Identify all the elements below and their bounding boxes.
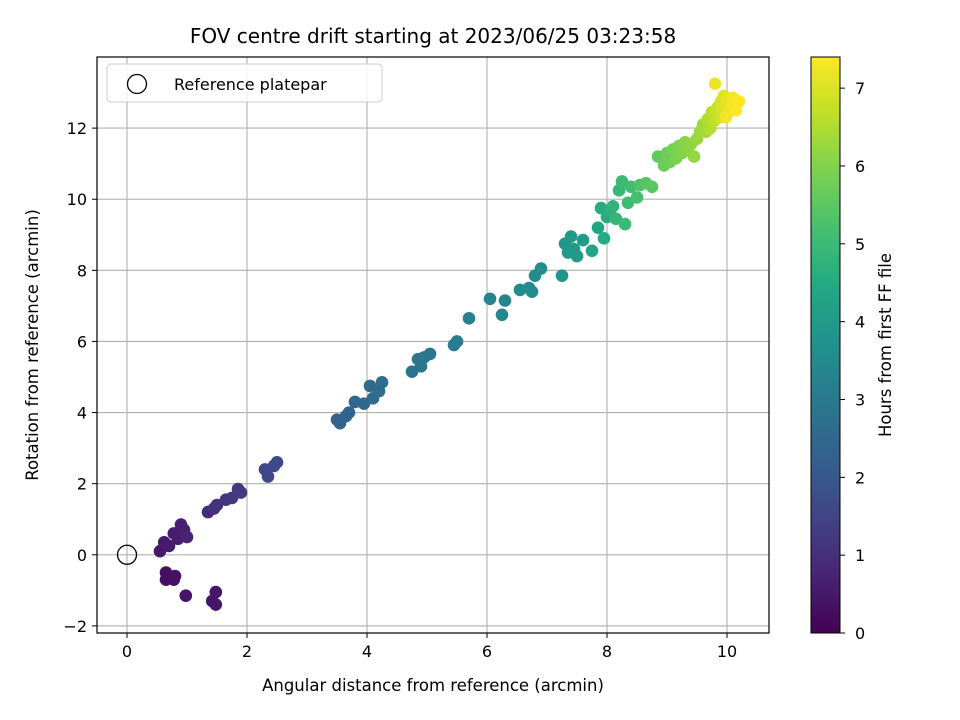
data-point <box>234 486 248 499</box>
y-tick-label: 0 <box>77 546 87 565</box>
colorbar-tick-label: 6 <box>855 157 865 176</box>
data-point <box>597 232 611 245</box>
data-point <box>585 244 599 258</box>
data-point <box>498 294 512 307</box>
data-point <box>162 539 176 553</box>
data-point <box>483 292 497 306</box>
data-point <box>732 95 746 108</box>
data-point <box>270 456 284 469</box>
y-axis-label: Rotation from reference (arcmin) <box>23 209 42 481</box>
data-point <box>645 180 659 194</box>
data-point <box>495 308 509 322</box>
data-point <box>719 111 733 124</box>
data-point <box>167 573 181 586</box>
data-point <box>618 217 632 231</box>
y-tick-label: 2 <box>77 475 87 494</box>
reference-platepar-marker <box>116 544 138 565</box>
data-point <box>450 335 464 348</box>
data-points <box>153 77 746 611</box>
y-tick-label: 12 <box>67 119 87 138</box>
data-point <box>606 200 620 213</box>
y-tick-label: 6 <box>77 332 87 351</box>
y-tick-label: 10 <box>67 190 87 209</box>
x-tick-label: 4 <box>362 642 372 661</box>
data-point <box>576 233 590 247</box>
x-tick-label: 8 <box>602 642 612 661</box>
colorbar-tick-label: 5 <box>855 235 865 254</box>
data-point <box>555 269 569 282</box>
colorbar-ticks: 0 1 2 3 4 5 6 7 <box>840 79 865 643</box>
legend-entry-label: Reference platepar <box>174 75 327 94</box>
colorbar-label: Hours from first FF file <box>876 253 895 437</box>
colorbar-tick-label: 4 <box>855 313 865 332</box>
data-point <box>209 585 223 599</box>
data-point <box>375 376 389 389</box>
x-axis-label: Angular distance from reference (arcmin) <box>262 676 604 695</box>
x-tick-label: 6 <box>482 642 492 661</box>
chart-title: FOV centre drift starting at 2023/06/25 … <box>190 24 676 48</box>
data-point <box>534 262 548 275</box>
legend-marker-reference <box>126 73 148 95</box>
legend: Reference platepar <box>106 63 383 103</box>
y-tick-label: 4 <box>77 404 87 423</box>
data-point <box>180 530 194 544</box>
data-point <box>570 249 584 263</box>
colorbar-tick-label: 7 <box>855 79 865 98</box>
axis-ticks: 0 2 4 6 8 10 −2 0 2 4 6 8 10 12 <box>63 119 737 661</box>
colorbar-tick-label: 2 <box>855 468 865 487</box>
colorbar-tick-label: 0 <box>855 624 865 643</box>
x-tick-label: 2 <box>242 642 252 661</box>
colorbar-tick-label: 3 <box>855 390 865 409</box>
data-point <box>687 150 701 163</box>
colorbar-gradient <box>810 56 841 634</box>
data-point <box>179 589 193 602</box>
data-point <box>564 230 578 243</box>
data-point <box>423 347 437 361</box>
data-point <box>630 191 644 204</box>
legend-box <box>106 63 383 103</box>
plot-frame <box>96 56 770 634</box>
colorbar-tick-label: 1 <box>855 546 865 565</box>
x-tick-label: 10 <box>717 642 737 661</box>
y-tick-label: 8 <box>77 261 87 280</box>
data-point <box>261 470 275 483</box>
data-point <box>525 285 539 298</box>
reference-marker-group <box>116 544 138 565</box>
y-tick-label: −2 <box>63 617 87 636</box>
grid-lines <box>97 57 769 633</box>
data-point <box>342 406 356 419</box>
data-point <box>462 312 476 325</box>
data-point <box>591 221 605 234</box>
x-tick-label: 0 <box>122 642 132 661</box>
data-point <box>708 77 722 90</box>
data-point <box>209 598 223 611</box>
colorbar: 0 1 2 3 4 5 6 7 Hours from first FF file <box>810 56 895 643</box>
